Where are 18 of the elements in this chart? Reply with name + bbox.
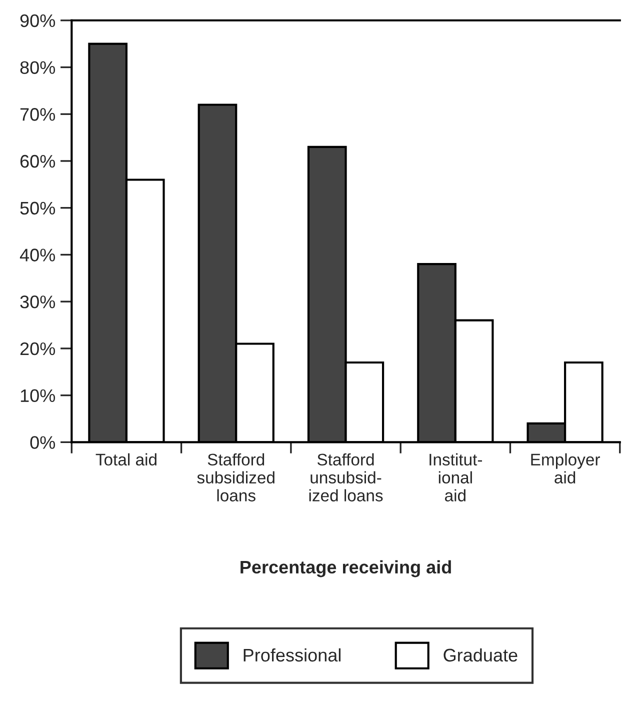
y-tick-label: 20% xyxy=(20,342,56,356)
y-tick-label: 80% xyxy=(20,61,56,74)
y-tick-label: 40% xyxy=(20,248,56,262)
y-tick-label: 60% xyxy=(20,154,56,168)
x-tick-label: Total aid xyxy=(96,453,156,466)
y-tick-label: 0% xyxy=(30,436,56,449)
x-tick-label: Institut- ional aid xyxy=(430,453,482,502)
legend-label: Graduate xyxy=(444,648,518,662)
x-tick-label: Employer aid xyxy=(531,453,600,484)
y-tick-label: 10% xyxy=(20,389,56,402)
y-tick-label: 70% xyxy=(20,108,56,121)
y-tick-label: 90% xyxy=(20,14,56,28)
x-axis-title: Percentage receiving aid xyxy=(240,560,451,578)
legend-label: Professional xyxy=(244,648,340,662)
y-tick-label: 50% xyxy=(20,202,56,215)
x-tick-label: Stafford subsidized loans xyxy=(197,453,274,502)
x-tick-label: Stafford unsubsid- ized loans xyxy=(309,453,383,502)
y-tick-label: 30% xyxy=(20,296,56,308)
